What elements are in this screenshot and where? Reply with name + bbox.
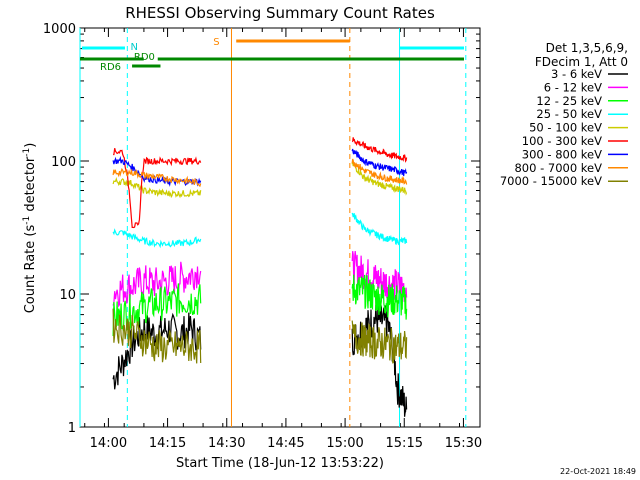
flag-rd0-label: RD0 [134,52,155,63]
series-line-8-seg2 [351,158,408,185]
series-line-9-seg2 [351,320,408,364]
legend-header-2: FDecim 1, Att 0 [535,55,628,69]
series-line-7-seg1 [112,155,202,187]
x-axis-label: Start Time (18-Jun-12 13:53:22) [176,456,384,471]
x-tick-label: 14:45 [267,436,304,451]
x-tick-label: 15:30 [445,436,482,451]
legend-label: 12 - 25 keV [536,94,602,108]
y-axis-label: Count Rate (s-1 detector-1) [22,143,38,314]
series-line-4-seg2 [351,212,408,246]
x-tick-label: 14:00 [90,436,127,451]
y-label-mid: detector [23,156,38,216]
series-line-6-seg2 [351,137,408,163]
series-line-2-seg2 [351,251,408,303]
series-line-4-seg1 [112,228,202,249]
y-tick-label: 1000 [43,22,76,37]
y-tick-label: 100 [51,155,76,170]
flag-n-label: N [131,42,138,53]
x-tick-label: 15:15 [386,436,423,451]
series-line-2-seg1 [112,261,202,308]
series-line-8-seg1 [112,167,202,188]
series-line-6-seg1 [113,148,202,229]
plot-frame [79,27,481,428]
y-tick-label: 1 [68,421,76,436]
legend-label: 3 - 6 keV [551,67,602,81]
legend-label: 6 - 12 keV [544,80,602,94]
y-label-sup2: -1 [22,148,32,157]
legend-label: 7000 - 15000 keV [500,174,602,188]
legend-label: 300 - 800 keV [522,147,602,161]
y-tick-label: 10 [59,288,76,303]
flag-rd6-label: RD6 [100,62,121,73]
y-label-sup1: -1 [22,216,32,225]
series-line-9-seg1 [112,308,202,364]
x-tick-label: 14:15 [149,436,186,451]
series-line-3-seg2 [351,274,408,320]
flag-s-label: S [213,37,219,48]
footer-date: 22-Oct-2021 18:49 [560,467,636,476]
series-line-1-seg2 [351,304,408,417]
y-label-end: ) [23,143,38,148]
x-tick-label: 14:30 [208,436,245,451]
plot-layer: 1 10 100 1000 14:00 14:15 14:30 14:45 15:00 15:15… [43,22,482,451]
legend-label: 25 - 50 keV [536,107,602,121]
chart-title: RHESSI Observing Summary Count Rates [125,4,435,22]
legend-label: 800 - 7000 keV [514,161,602,175]
legend-label: 100 - 300 keV [522,134,602,148]
y-label-main: Count Rate (s [23,225,38,314]
series-line-5-seg2 [351,161,408,196]
x-tick-label: 15:00 [326,436,363,451]
legend-label: 50 - 100 keV [529,121,602,135]
legend-header-1: Det 1,3,5,6,9, [546,41,628,55]
series-line-7-seg2 [351,148,408,177]
